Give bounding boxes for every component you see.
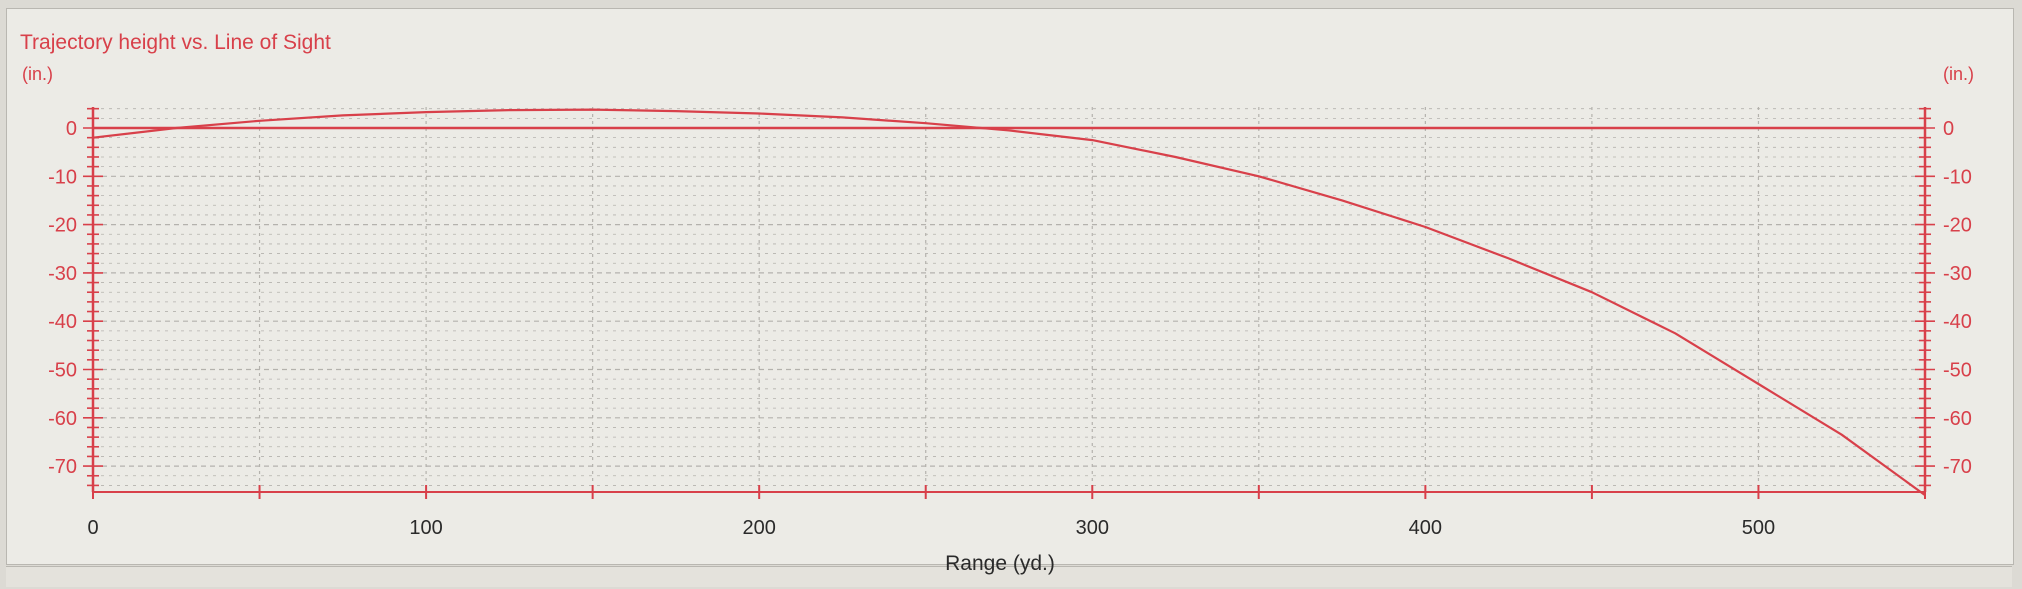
trajectory-line bbox=[92, 108, 1926, 496]
y-tick-label-right: -60 bbox=[1943, 408, 1972, 430]
y-tick-label-left: 0 bbox=[66, 118, 77, 140]
bottom-strip bbox=[6, 566, 2012, 587]
y-tick-label-right: -10 bbox=[1943, 166, 1972, 188]
x-tick-label: 300 bbox=[1076, 517, 1109, 539]
y-tick-label-right: -70 bbox=[1943, 456, 1972, 478]
y-tick-label-left: -30 bbox=[48, 263, 77, 285]
y-tick-label-right: -30 bbox=[1943, 263, 1972, 285]
y-axis-unit-right: (in.) bbox=[1943, 64, 1974, 84]
tick-labels: 0 0 -10 -10 -20 -20 -30 -30 -40 -40 -50 -50 -60 -60 -7… bbox=[48, 118, 1972, 539]
x-tick-label: 400 bbox=[1409, 517, 1442, 539]
x-tick-label: 200 bbox=[742, 517, 775, 539]
y-axis-unit-left: (in.) bbox=[22, 64, 53, 84]
x-tick-label: 0 bbox=[87, 517, 98, 539]
x-tick-label: 500 bbox=[1742, 517, 1775, 539]
y-tick-label-right: -20 bbox=[1943, 215, 1972, 237]
grid bbox=[93, 107, 1926, 492]
x-axis-label: Range (yd.) bbox=[945, 552, 1055, 575]
axes bbox=[83, 107, 1935, 499]
chart-title: Trajectory height vs. Line of Sight bbox=[20, 31, 331, 54]
y-tick-label-right: 0 bbox=[1943, 118, 1954, 140]
y-tick-label-right: -40 bbox=[1943, 311, 1972, 333]
y-tick-label-right: -50 bbox=[1943, 360, 1972, 382]
y-tick-label-left: -70 bbox=[48, 456, 77, 478]
y-tick-label-left: -20 bbox=[48, 215, 77, 237]
y-tick-label-left: -10 bbox=[48, 166, 77, 188]
series-group bbox=[92, 108, 1926, 496]
chart-panel bbox=[6, 8, 2014, 565]
x-tick-label: 100 bbox=[409, 517, 442, 539]
y-tick-label-left: -50 bbox=[48, 360, 77, 382]
y-tick-label-left: -60 bbox=[48, 408, 77, 430]
y-tick-label-left: -40 bbox=[48, 311, 77, 333]
